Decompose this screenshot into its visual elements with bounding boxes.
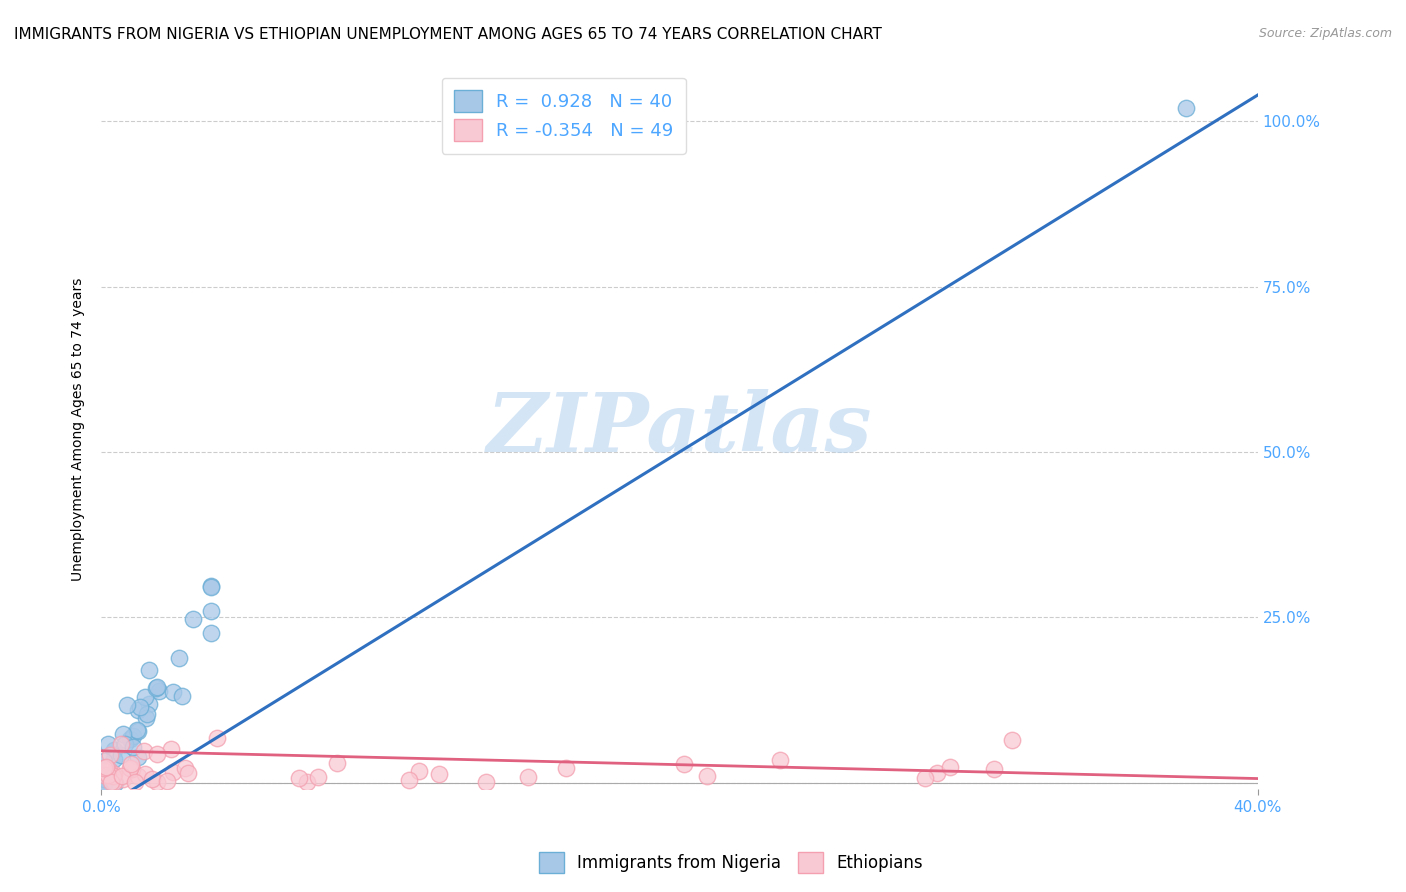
Point bbox=[307, 770, 329, 784]
Point bbox=[93, 761, 115, 775]
Point bbox=[555, 760, 578, 774]
Point bbox=[914, 771, 936, 785]
Point bbox=[769, 753, 792, 767]
Point bbox=[93, 775, 115, 789]
Legend: R =  0.928   N = 40, R = -0.354   N = 49: R = 0.928 N = 40, R = -0.354 N = 49 bbox=[441, 78, 686, 154]
Point bbox=[169, 650, 191, 665]
Point bbox=[160, 741, 183, 756]
Point bbox=[326, 756, 349, 771]
Point bbox=[295, 775, 318, 789]
Point bbox=[121, 739, 143, 754]
Point bbox=[162, 685, 184, 699]
Point bbox=[93, 772, 115, 787]
Text: Source: ZipAtlas.com: Source: ZipAtlas.com bbox=[1258, 27, 1392, 40]
Point bbox=[138, 697, 160, 711]
Point bbox=[983, 763, 1005, 777]
Point bbox=[146, 747, 169, 761]
Point bbox=[98, 748, 121, 763]
Text: IMMIGRANTS FROM NIGERIA VS ETHIOPIAN UNEMPLOYMENT AMONG AGES 65 TO 74 YEARS CORR: IMMIGRANTS FROM NIGERIA VS ETHIOPIAN UNE… bbox=[14, 27, 882, 42]
Point bbox=[205, 731, 228, 745]
Point bbox=[138, 663, 160, 677]
Point bbox=[177, 765, 200, 780]
Text: ZIPatlas: ZIPatlas bbox=[486, 389, 872, 469]
Point bbox=[121, 762, 143, 776]
Point bbox=[134, 690, 156, 705]
Point bbox=[103, 775, 125, 789]
Point bbox=[97, 764, 120, 778]
Point bbox=[110, 737, 132, 751]
Point bbox=[96, 768, 118, 782]
Point bbox=[172, 690, 194, 704]
Point bbox=[103, 767, 125, 781]
Point bbox=[181, 612, 204, 626]
Point bbox=[101, 769, 124, 783]
Point bbox=[120, 731, 142, 746]
Point bbox=[200, 580, 222, 594]
Point bbox=[94, 760, 117, 774]
Point bbox=[135, 706, 157, 721]
Point bbox=[474, 775, 496, 789]
Legend: Immigrants from Nigeria, Ethiopians: Immigrants from Nigeria, Ethiopians bbox=[533, 846, 929, 880]
Point bbox=[200, 625, 222, 640]
Point bbox=[127, 703, 149, 717]
Point bbox=[156, 774, 179, 789]
Point bbox=[121, 730, 143, 744]
Point bbox=[103, 743, 125, 757]
Point bbox=[129, 700, 152, 714]
Point bbox=[127, 723, 149, 738]
Point bbox=[114, 737, 136, 751]
Point bbox=[516, 771, 538, 785]
Point bbox=[125, 723, 148, 737]
Point bbox=[112, 727, 135, 741]
Point bbox=[200, 604, 222, 618]
Point bbox=[127, 750, 149, 764]
Point bbox=[429, 767, 451, 781]
Point bbox=[115, 698, 138, 712]
Point bbox=[111, 769, 134, 783]
Point bbox=[132, 744, 155, 758]
Point bbox=[94, 775, 117, 789]
Point bbox=[148, 684, 170, 698]
Point bbox=[93, 767, 115, 781]
Point bbox=[112, 772, 135, 786]
Point bbox=[118, 761, 141, 775]
Point bbox=[1174, 101, 1197, 115]
Point bbox=[103, 752, 125, 766]
Point bbox=[288, 771, 311, 785]
Point bbox=[145, 774, 167, 789]
Point bbox=[100, 775, 122, 789]
Point bbox=[672, 757, 695, 772]
Point bbox=[134, 767, 156, 781]
Point bbox=[135, 711, 157, 725]
Point bbox=[127, 768, 149, 782]
Point bbox=[93, 760, 115, 774]
Point bbox=[939, 760, 962, 774]
Point bbox=[120, 756, 142, 771]
Point bbox=[408, 764, 430, 779]
Point bbox=[925, 766, 948, 780]
Point bbox=[398, 772, 420, 787]
Point bbox=[97, 737, 120, 751]
Y-axis label: Unemployment Among Ages 65 to 74 years: Unemployment Among Ages 65 to 74 years bbox=[72, 277, 86, 581]
Point bbox=[162, 765, 184, 780]
Point bbox=[145, 681, 167, 695]
Point bbox=[110, 748, 132, 763]
Point bbox=[1001, 732, 1024, 747]
Point bbox=[124, 775, 146, 789]
Point bbox=[146, 681, 169, 695]
Point bbox=[93, 754, 115, 768]
Point bbox=[141, 772, 163, 786]
Point bbox=[101, 767, 124, 781]
Point bbox=[97, 763, 120, 777]
Point bbox=[174, 761, 197, 775]
Point bbox=[200, 579, 222, 593]
Point bbox=[696, 769, 718, 783]
Point bbox=[104, 775, 127, 789]
Point bbox=[98, 763, 121, 777]
Point bbox=[93, 764, 115, 779]
